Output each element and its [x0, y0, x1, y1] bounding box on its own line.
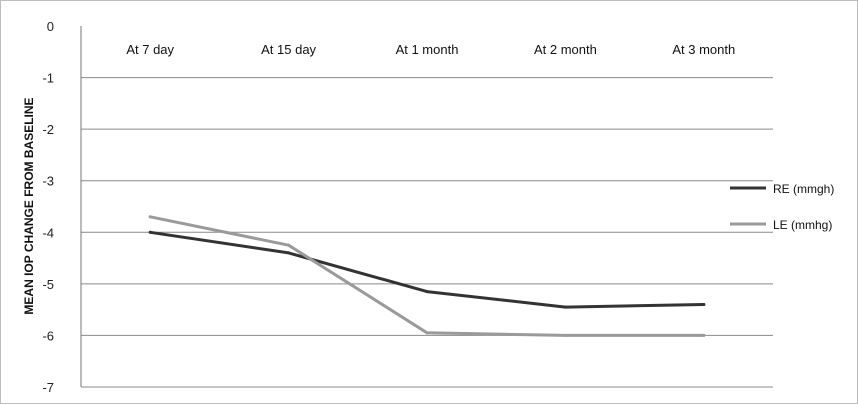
series-line-0: [148, 230, 706, 309]
y-tick-label: -4: [42, 225, 54, 240]
data-point: [563, 333, 567, 337]
data-point: [702, 302, 706, 306]
series-lines: [148, 215, 706, 337]
data-point: [287, 251, 291, 255]
y-tick-label: -5: [42, 277, 54, 292]
data-point: [563, 305, 567, 309]
legend: RE (mmgh) LE (mmhg): [730, 182, 834, 232]
data-point: [287, 243, 291, 247]
series-line-1: [148, 215, 706, 337]
data-point: [702, 333, 706, 337]
y-tick-label: -6: [42, 328, 54, 343]
x-tick-label: At 3 month: [672, 42, 735, 57]
y-tick-labels: 0 -1 -2 -3 -4 -5 -6 -7: [42, 19, 54, 395]
gridlines: [81, 77, 773, 388]
y-tick-label: 0: [47, 19, 54, 34]
data-point: [148, 230, 152, 234]
legend-label: RE (mmgh): [773, 182, 834, 196]
y-tick-label: -3: [42, 174, 54, 189]
data-point: [425, 290, 429, 294]
x-tick-label: At 1 month: [396, 42, 459, 57]
y-axis-label: MEAN IOP CHANGE FROM BASELINE: [22, 97, 36, 314]
y-tick-label: -1: [42, 71, 54, 86]
y-tick-label: -7: [42, 380, 54, 395]
legend-label: LE (mmhg): [773, 218, 832, 232]
x-tick-label: At 7 day: [126, 42, 174, 57]
x-tick-label: At 2 month: [534, 42, 597, 57]
data-point: [425, 331, 429, 335]
x-category-labels: At 7 day At 15 day At 1 month At 2 month At …: [126, 42, 735, 57]
x-tick-label: At 15 day: [261, 42, 316, 57]
data-point: [148, 215, 152, 219]
y-tick-label: -2: [42, 122, 54, 137]
